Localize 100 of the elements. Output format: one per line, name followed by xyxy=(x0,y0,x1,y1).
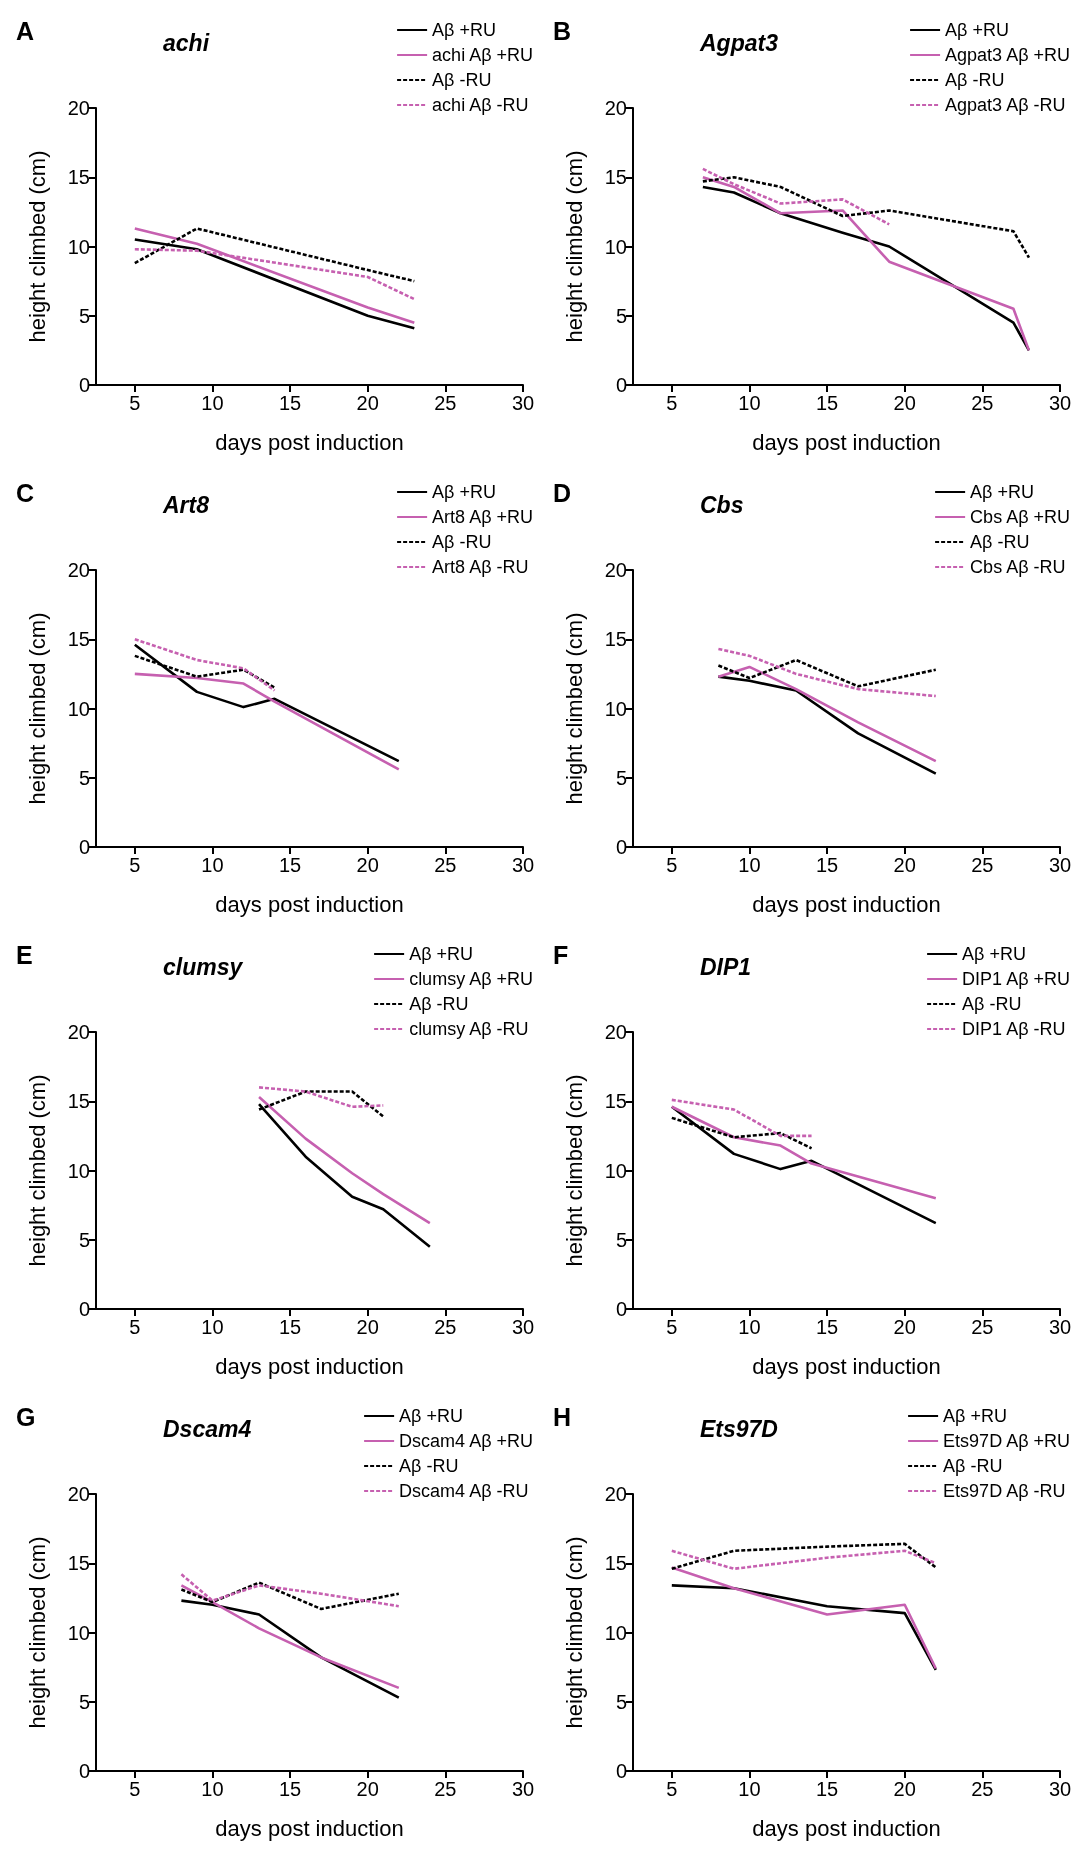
legend-label: Aβ +RU xyxy=(432,20,496,40)
legend-label: Aβ -RU xyxy=(432,70,492,90)
x-tick-label: 25 xyxy=(434,392,457,414)
text: D xyxy=(553,478,572,507)
legend-label: Aβ +RU xyxy=(399,1406,463,1426)
legend-label: DIP1 Aβ +RU xyxy=(962,969,1071,989)
y-tick-label: 5 xyxy=(78,1228,90,1251)
line-series xyxy=(133,227,416,324)
x-tick-label: 15 xyxy=(815,1778,839,1800)
y-tick-label: 20 xyxy=(604,1021,627,1043)
y-tick-label: 0 xyxy=(78,1760,90,1782)
y-tick-label: 5 xyxy=(78,1690,90,1713)
chart-title: Cbs xyxy=(700,491,744,518)
y-tick-label: 20 xyxy=(604,559,627,581)
y-tick-label: 10 xyxy=(67,697,90,720)
x-tick-label: 5 xyxy=(666,854,678,876)
x-tick-label: 15 xyxy=(815,1316,839,1338)
x-tick-label: 5 xyxy=(129,1316,141,1338)
x-tick-label: 5 xyxy=(129,854,141,876)
legend-label: clumsy Aβ -RU xyxy=(409,1019,529,1039)
x-tick-label: 30 xyxy=(1048,1316,1072,1338)
y-tick-label: 15 xyxy=(604,1090,627,1113)
legend-label: Art8 Aβ -RU xyxy=(432,557,529,577)
y-tick-label: 20 xyxy=(67,559,90,581)
legend-label: Ets97D Aβ -RU xyxy=(943,1481,1066,1501)
y-tick-label: 0 xyxy=(615,1760,627,1782)
line-series xyxy=(257,1095,432,1225)
text: A xyxy=(16,16,35,45)
text: F xyxy=(553,940,569,969)
y-tick-label: 5 xyxy=(78,766,90,789)
legend-label: achi Aβ +RU xyxy=(432,45,534,65)
legend-label: Aβ -RU xyxy=(409,994,469,1014)
x-tick-label: 20 xyxy=(356,854,379,876)
x-tick-label: 10 xyxy=(738,854,761,876)
x-tick-label: 25 xyxy=(434,1778,457,1800)
x-tick-label: 10 xyxy=(738,1778,761,1800)
y-tick-label: 5 xyxy=(78,304,90,327)
y-tick-label: 0 xyxy=(78,1298,90,1320)
x-tick-label: 25 xyxy=(971,1778,994,1800)
chart-title: Art8 xyxy=(162,491,210,518)
x-tick-label: 20 xyxy=(893,1316,916,1338)
y-tick-label: 20 xyxy=(67,97,90,119)
y-axis-title: height climbed (cm) xyxy=(561,1536,587,1729)
x-tick-label: 20 xyxy=(893,854,916,876)
x-axis-title: days post induction xyxy=(752,1815,941,1841)
y-axis-title: height climbed (cm) xyxy=(561,612,587,805)
y-tick-label: 5 xyxy=(615,766,627,789)
x-tick-label: 15 xyxy=(278,392,302,414)
x-tick-label: 25 xyxy=(971,392,994,414)
x-tick-label: 15 xyxy=(815,854,839,876)
x-tick-label: 15 xyxy=(278,1316,302,1338)
x-axis-title: days post induction xyxy=(215,1353,404,1379)
x-tick-label: 20 xyxy=(893,392,916,414)
x-tick-label: 10 xyxy=(201,1778,224,1800)
y-axis-title: height climbed (cm) xyxy=(24,1074,50,1267)
y-tick-label: 5 xyxy=(615,1690,627,1713)
y-tick-label: 10 xyxy=(67,1621,90,1644)
y-tick-label: 20 xyxy=(67,1483,90,1505)
y-tick-label: 10 xyxy=(604,697,627,720)
y-tick-label: 15 xyxy=(604,166,627,189)
y-axis-title: height climbed (cm) xyxy=(561,1074,587,1267)
y-tick-label: 15 xyxy=(67,1552,90,1575)
legend-label: achi Aβ -RU xyxy=(432,95,529,115)
legend-label: Aβ -RU xyxy=(962,994,1022,1014)
x-tick-label: 5 xyxy=(129,392,141,414)
x-tick-label: 20 xyxy=(356,1316,379,1338)
line-series xyxy=(670,1566,938,1670)
x-tick-label: 25 xyxy=(434,854,457,876)
x-tick-label: 5 xyxy=(129,1778,141,1800)
legend-label: Aβ -RU xyxy=(399,1456,459,1476)
legend-label: DIP1 Aβ -RU xyxy=(962,1019,1066,1039)
x-tick-label: 30 xyxy=(511,392,535,414)
x-axis-title: days post induction xyxy=(215,1815,404,1841)
chart-title: Dscam4 xyxy=(163,1415,252,1442)
chart-title: Agpat3 xyxy=(699,29,779,56)
x-tick-label: 30 xyxy=(511,854,535,876)
x-tick-label: 30 xyxy=(511,1316,535,1338)
legend-label: Aβ +RU xyxy=(970,482,1034,502)
legend-label: Aβ +RU xyxy=(945,20,1009,40)
y-tick-label: 15 xyxy=(67,166,90,189)
line-series xyxy=(670,1105,938,1200)
y-axis-title: height climbed (cm) xyxy=(24,1536,50,1729)
y-tick-label: 5 xyxy=(615,304,627,327)
y-tick-label: 15 xyxy=(67,628,90,651)
x-tick-label: 10 xyxy=(738,1316,761,1338)
y-tick-label: 10 xyxy=(604,1621,627,1644)
text: H xyxy=(553,1402,572,1431)
x-tick-label: 20 xyxy=(893,1778,916,1800)
y-tick-label: 5 xyxy=(615,1228,627,1251)
y-tick-label: 20 xyxy=(604,97,627,119)
x-tick-label: 20 xyxy=(356,1778,379,1800)
chart-title: DIP1 xyxy=(700,953,752,980)
x-axis-title: days post induction xyxy=(215,429,404,455)
y-tick-label: 20 xyxy=(67,1021,90,1043)
x-tick-label: 15 xyxy=(815,392,839,414)
x-axis-title: days post induction xyxy=(752,1353,941,1379)
y-tick-label: 0 xyxy=(615,374,627,396)
x-axis-title: days post induction xyxy=(752,891,941,917)
text: C xyxy=(16,478,35,507)
x-tick-label: 10 xyxy=(201,1316,224,1338)
